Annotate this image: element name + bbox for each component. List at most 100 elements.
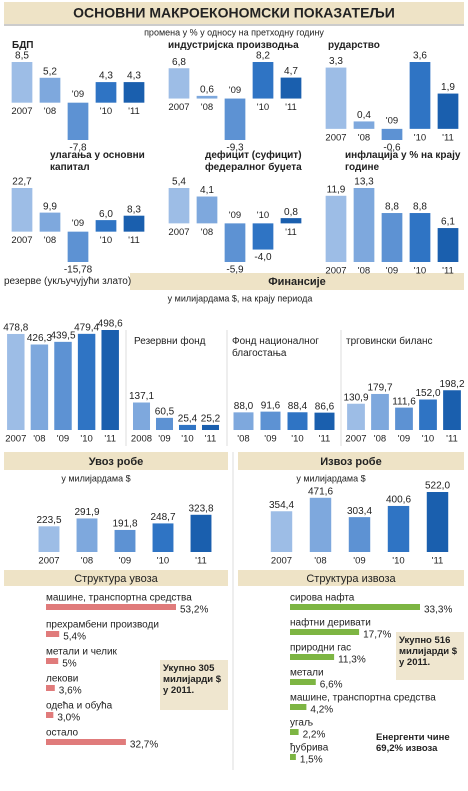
value-label: 5,4% xyxy=(63,632,86,643)
x-tick-label: '09 xyxy=(158,434,170,445)
finance-band xyxy=(130,273,464,290)
bar xyxy=(290,729,299,735)
bar xyxy=(7,333,25,430)
page-subtitle: промена у % у односу на претходну годину xyxy=(144,27,324,37)
x-tick-label: '08 xyxy=(237,434,249,445)
x-tick-label: '08 xyxy=(44,235,56,246)
value-label: 0,8 xyxy=(284,207,298,218)
chart-title: Резервни фонд xyxy=(134,336,206,347)
chart-title: БДП xyxy=(12,40,34,51)
bar xyxy=(196,95,218,99)
value-label: 152,0 xyxy=(415,388,440,399)
value-label: -15,78 xyxy=(64,265,93,276)
note: Укупно 516 милијарди $ у 2011. xyxy=(396,632,464,680)
chart-title: Фонд националног благостања xyxy=(232,336,319,359)
bar xyxy=(67,231,89,262)
bar xyxy=(132,402,151,430)
chart-title: рударство xyxy=(328,40,380,51)
x-tick-label: '09 xyxy=(229,85,241,96)
x-tick-label: '08 xyxy=(33,434,45,445)
bar xyxy=(67,102,89,140)
chart-title-box: Резервни фонд xyxy=(134,336,206,347)
bar xyxy=(280,77,302,99)
value-label: 248,7 xyxy=(150,512,175,523)
chart-title: инфлација у % на крају године xyxy=(345,150,461,173)
x-tick-label: '11 xyxy=(205,434,217,445)
value-label: 11,3% xyxy=(338,655,366,666)
x-tick-label: '11 xyxy=(442,266,454,277)
bar xyxy=(46,658,59,664)
bar xyxy=(325,67,347,129)
value-label: 53,2% xyxy=(180,605,208,616)
x-tick-label: 2007 xyxy=(168,227,189,238)
bar xyxy=(252,62,274,99)
chart-subtitle: у милијардама $ xyxy=(296,473,365,483)
bar xyxy=(371,393,389,430)
bar xyxy=(39,77,61,103)
chart-title: Структура увоза xyxy=(74,573,158,585)
bar xyxy=(95,82,117,103)
value-label: 3,6 xyxy=(413,51,427,62)
value-label: 400,6 xyxy=(386,495,411,506)
bar xyxy=(290,604,420,610)
bar xyxy=(409,213,431,262)
x-tick-label: 2007 xyxy=(11,106,32,117)
bar xyxy=(224,98,246,140)
bar xyxy=(437,93,459,129)
bar xyxy=(77,333,96,430)
value-label: 191,8 xyxy=(112,519,137,530)
chart-title: Структура извоза xyxy=(306,573,396,585)
bar xyxy=(123,215,145,232)
x-tick-label: 2007 xyxy=(325,132,346,143)
value-label: 22,7 xyxy=(12,177,32,188)
x-tick-label: 2007 xyxy=(5,434,26,445)
chart-title: трговински биланс xyxy=(346,336,433,347)
note: Енергенти чине 69,2% извоза xyxy=(376,732,450,754)
x-tick-label: '08 xyxy=(201,102,213,113)
bar xyxy=(381,128,403,140)
chart-title-box: трговински биланс xyxy=(346,336,433,347)
value-label: 522,0 xyxy=(425,481,450,492)
bar xyxy=(290,754,296,760)
bar xyxy=(46,739,126,745)
value-label: 3,6% xyxy=(59,686,82,697)
bar xyxy=(196,196,218,224)
category-label: лекови xyxy=(46,674,78,685)
x-tick-label: '11 xyxy=(319,434,331,445)
bar xyxy=(309,497,332,552)
x-tick-label: '10 xyxy=(392,556,404,567)
x-tick-label: '09 xyxy=(229,210,241,221)
x-tick-label: '09 xyxy=(72,218,84,229)
x-tick-label: '10 xyxy=(291,434,303,445)
x-tick-label: '11 xyxy=(285,227,297,238)
bar xyxy=(152,523,174,552)
x-tick-label: '09 xyxy=(264,434,276,445)
value-label: 323,8 xyxy=(188,503,213,514)
bar xyxy=(419,399,437,430)
chart-title: индустријска производња xyxy=(168,40,299,51)
bar xyxy=(224,223,246,262)
value-label: 33,3% xyxy=(424,605,452,616)
chart-title-box: инфлација у % на крају године xyxy=(345,150,461,173)
value-label: 8,5 xyxy=(15,51,29,62)
bar xyxy=(287,412,308,430)
bar xyxy=(39,212,61,232)
value-label: 354,4 xyxy=(269,500,294,511)
chart-title-box: Фонд националног благостања xyxy=(232,336,319,359)
bar xyxy=(260,411,281,430)
bar xyxy=(348,517,371,552)
bar xyxy=(168,68,190,99)
note-box: Укупно 305 милијарди $ у 2011. xyxy=(160,660,228,710)
value-label: 0,4 xyxy=(357,110,371,121)
x-tick-label: '09 xyxy=(386,115,398,126)
bar xyxy=(387,505,410,552)
x-tick-label: '11 xyxy=(442,132,454,143)
x-tick-label: '10 xyxy=(80,434,92,445)
bar xyxy=(201,424,220,430)
x-tick-label: '10 xyxy=(422,434,434,445)
x-tick-label: 2007 xyxy=(168,102,189,113)
bar xyxy=(11,188,33,232)
x-tick-label: '10 xyxy=(257,210,269,221)
category-label: машине, транспортна средства xyxy=(290,693,436,704)
